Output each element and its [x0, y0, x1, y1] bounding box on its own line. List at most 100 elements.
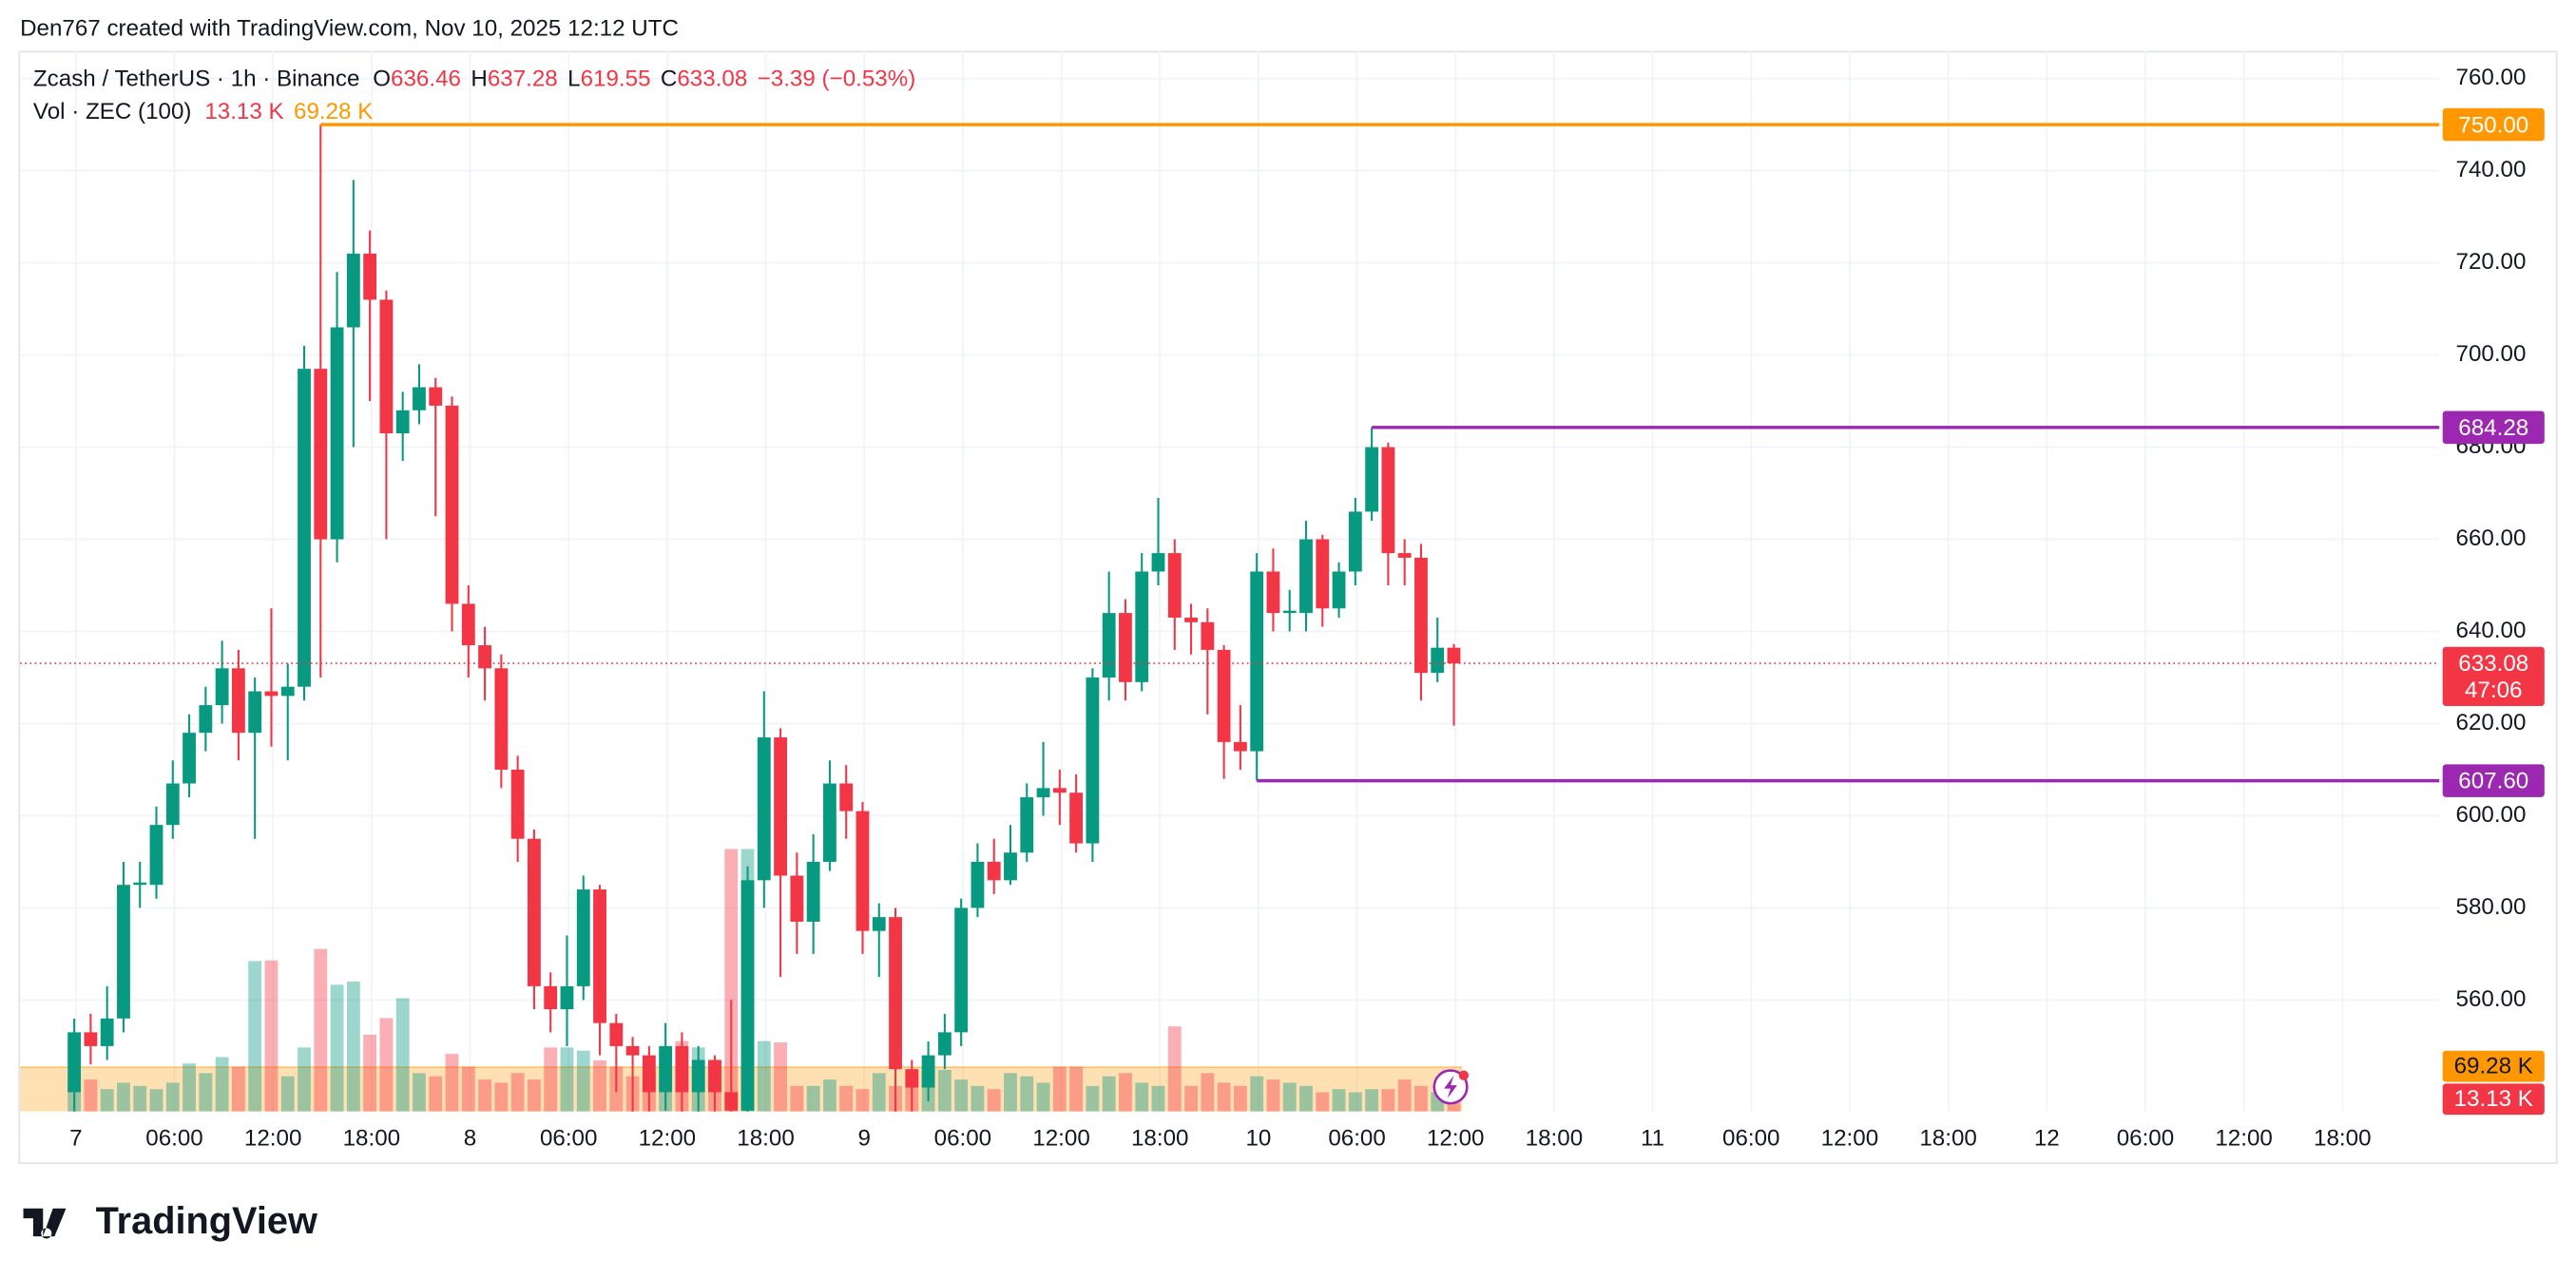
- candle-body: [363, 253, 377, 300]
- legend-item: 619.55: [581, 67, 651, 92]
- candle-body: [1151, 553, 1165, 572]
- candle-body: [330, 327, 344, 540]
- x-tick-label: 06:00: [934, 1126, 992, 1152]
- volume-bar: [937, 1069, 952, 1112]
- candle-body: [937, 1032, 952, 1056]
- volume-ma-area: [20, 1067, 1463, 1112]
- volume-bar: [1004, 1073, 1017, 1112]
- price-label-box: [2442, 764, 2545, 797]
- legend-item: 636.46: [391, 67, 461, 92]
- volume-bar: [576, 1050, 590, 1112]
- candle-body: [510, 769, 525, 839]
- price-label-box: [2442, 107, 2545, 142]
- candle-body: [675, 1045, 689, 1093]
- candle-body: [183, 733, 196, 784]
- candle-body: [133, 882, 147, 886]
- candle-body: [1332, 571, 1346, 609]
- candle-body: [724, 1092, 739, 1111]
- candle-body: [280, 686, 295, 697]
- candle-body: [1381, 447, 1395, 554]
- volume-bar: [1233, 1085, 1247, 1112]
- legend-item: Vol · ZEC (100): [33, 100, 192, 125]
- candle-body: [314, 369, 328, 540]
- x-tick-label: 12:00: [1427, 1126, 1484, 1152]
- candle-body: [395, 410, 410, 434]
- volume-bar: [872, 1073, 886, 1112]
- x-tick-label: 18:00: [1526, 1126, 1584, 1152]
- price-label: 684.28: [2458, 415, 2528, 441]
- candle-body: [971, 861, 985, 908]
- y-tick-label: 760.00: [2456, 65, 2527, 90]
- candle-body: [1052, 788, 1067, 793]
- volume-bar: [1316, 1092, 1330, 1112]
- volume-bar: [560, 1047, 574, 1112]
- volume-bar: [1201, 1073, 1215, 1112]
- x-tick-label: 10: [1245, 1126, 1271, 1152]
- volume-bar: [379, 1018, 394, 1112]
- y-tick-label: 660.00: [2456, 525, 2527, 551]
- candle-body: [1119, 613, 1132, 682]
- volume-bar: [280, 1076, 295, 1112]
- candle-body: [1414, 557, 1428, 674]
- candle-body: [346, 253, 360, 328]
- volume-bar: [149, 1089, 163, 1112]
- candle-body: [806, 861, 820, 922]
- y-tick-label: 620.00: [2456, 710, 2527, 735]
- volume-bar: [1102, 1076, 1116, 1112]
- candle-body: [1086, 678, 1100, 844]
- volume-bar: [1217, 1082, 1231, 1112]
- x-tick-label: 8: [464, 1126, 476, 1152]
- candle-body: [117, 885, 130, 1019]
- volume-bar: [1348, 1092, 1362, 1112]
- volume-bar: [724, 849, 739, 1112]
- overlay: 560.00580.00600.00620.00640.00660.00680.…: [20, 65, 2545, 1152]
- volume-last-box: [2442, 1083, 2545, 1116]
- candle-body: [905, 1069, 919, 1088]
- candle-body: [774, 737, 788, 876]
- candle-body: [1217, 649, 1231, 742]
- candle-body: [1397, 553, 1412, 558]
- candle-body: [691, 1059, 705, 1093]
- legend-item: O: [373, 67, 391, 92]
- legend-item: 13.13 K: [204, 100, 283, 125]
- volume-bar: [395, 998, 410, 1112]
- candle-body: [1036, 788, 1050, 798]
- candle-body: [461, 603, 475, 646]
- volume-bar: [461, 1066, 475, 1112]
- volume-bar: [510, 1073, 525, 1112]
- volume-bar: [1414, 1085, 1428, 1112]
- candle-body: [1365, 447, 1379, 512]
- price-label-box: [2442, 410, 2545, 445]
- candle-body: [478, 645, 491, 669]
- candle-body: [889, 917, 902, 1070]
- volume-bar: [987, 1089, 1001, 1112]
- candle-body: [445, 405, 459, 604]
- candle-body: [740, 880, 755, 1111]
- volume-bar: [1020, 1076, 1034, 1112]
- x-tick-label: 12:00: [1821, 1126, 1879, 1152]
- candle-body: [84, 1032, 98, 1046]
- candle-body: [1004, 852, 1017, 881]
- candle-body: [823, 783, 836, 862]
- volume-bar: [1365, 1089, 1379, 1112]
- x-tick-label: 18:00: [343, 1126, 401, 1152]
- volume-bar: [494, 1082, 509, 1112]
- legend: Zcash / TetherUS · 1h · Binance O636.46 H6…: [33, 67, 915, 92]
- candle-body: [379, 299, 394, 434]
- y-tick-label: 640.00: [2456, 618, 2527, 643]
- candle-body: [987, 861, 1001, 881]
- alert-icon: [1432, 1069, 1470, 1105]
- x-tick-label: 9: [857, 1126, 870, 1152]
- candle-body: [248, 691, 262, 734]
- last-price-box: [2442, 646, 2545, 706]
- logo-text: TradingView: [96, 1200, 317, 1242]
- candle-body: [1447, 647, 1461, 664]
- y-tick-label: 600.00: [2456, 802, 2527, 828]
- candle-body: [576, 889, 590, 986]
- volume-bar: [298, 1047, 311, 1112]
- candle-body: [429, 387, 443, 406]
- candle-body: [1316, 539, 1330, 609]
- legend-item: Zcash / TetherUS · 1h · Binance: [33, 67, 360, 92]
- logo-icon: [23, 1208, 67, 1239]
- candle-body: [149, 825, 163, 886]
